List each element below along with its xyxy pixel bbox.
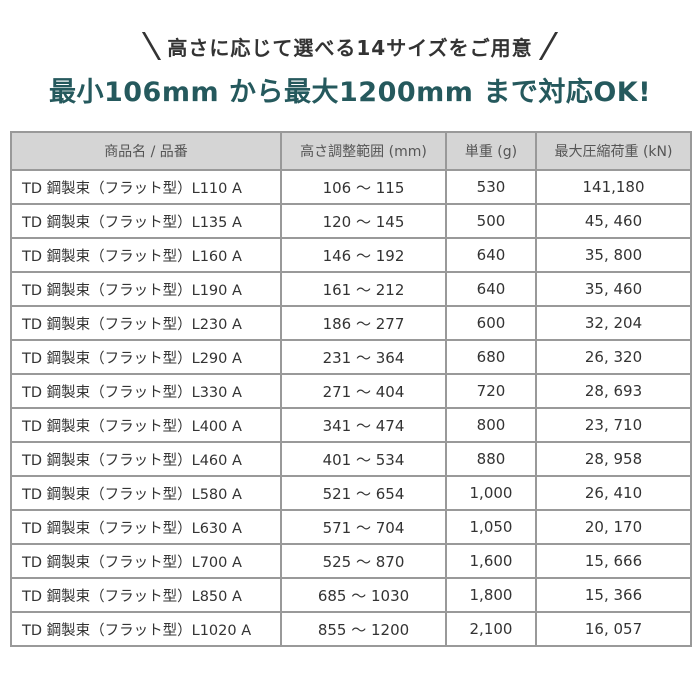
left-slash-decoration bbox=[142, 32, 162, 60]
cell-product-name: TD 鋼製束（フラット型）L400 A bbox=[10, 407, 282, 443]
table-row: TD 鋼製束（フラット型）L135 A 120 ～ 145 500 45, 460 bbox=[10, 203, 692, 239]
cell-height-range: 521 ～ 654 bbox=[280, 475, 447, 511]
cell-max-load: 26, 320 bbox=[535, 339, 692, 375]
cell-product-name: TD 鋼製束（フラット型）L580 A bbox=[10, 475, 282, 511]
table-row: TD 鋼製束（フラット型）L330 A 271 ～ 404 720 28, 693 bbox=[10, 373, 692, 409]
cell-unit-weight: 1,800 bbox=[445, 577, 537, 613]
cell-unit-weight: 500 bbox=[445, 203, 537, 239]
header-unit-weight: 単重 (g) bbox=[445, 131, 537, 171]
cell-height-range: 271 ～ 404 bbox=[280, 373, 447, 409]
cell-height-range: 855 ～ 1200 bbox=[280, 611, 447, 647]
cell-height-range: 120 ～ 145 bbox=[280, 203, 447, 239]
table-row: TD 鋼製束（フラット型）L190 A 161 ～ 212 640 35, 460 bbox=[10, 271, 692, 307]
cell-max-load: 16, 057 bbox=[535, 611, 692, 647]
cell-unit-weight: 640 bbox=[445, 271, 537, 307]
cell-product-name: TD 鋼製束（フラット型）L290 A bbox=[10, 339, 282, 375]
table-row: TD 鋼製束（フラット型）L160 A 146 ～ 192 640 35, 800 bbox=[10, 237, 692, 273]
cell-height-range: 186 ～ 277 bbox=[280, 305, 447, 341]
cell-max-load: 26, 410 bbox=[535, 475, 692, 511]
cell-unit-weight: 680 bbox=[445, 339, 537, 375]
cell-max-load: 141,180 bbox=[535, 169, 692, 205]
cell-height-range: 231 ～ 364 bbox=[280, 339, 447, 375]
cell-height-range: 685 ～ 1030 bbox=[280, 577, 447, 613]
cell-product-name: TD 鋼製束（フラット型）L330 A bbox=[10, 373, 282, 409]
header-product-name: 商品名 / 品番 bbox=[10, 131, 282, 171]
cell-product-name: TD 鋼製束（フラット型）L630 A bbox=[10, 509, 282, 545]
table-row: TD 鋼製束（フラット型）L1020 A 855 ～ 1200 2,100 16, 0… bbox=[10, 611, 692, 647]
cell-height-range: 571 ～ 704 bbox=[280, 509, 447, 545]
subtitle: 高さに応じて選べる14サイズをご用意 bbox=[167, 35, 533, 60]
cell-max-load: 15, 666 bbox=[535, 543, 692, 579]
table-row: TD 鋼製束（フラット型）L630 A 571 ～ 704 1,050 20, 170 bbox=[10, 509, 692, 545]
cell-product-name: TD 鋼製束（フラット型）L135 A bbox=[10, 203, 282, 239]
table-row: TD 鋼製束（フラット型）L580 A 521 ～ 654 1,000 26, 410 bbox=[10, 475, 692, 511]
cell-max-load: 35, 460 bbox=[535, 271, 692, 307]
cell-unit-weight: 530 bbox=[445, 169, 537, 205]
cell-height-range: 401 ～ 534 bbox=[280, 441, 447, 477]
cell-product-name: TD 鋼製束（フラット型）L850 A bbox=[10, 577, 282, 613]
cell-max-load: 35, 800 bbox=[535, 237, 692, 273]
header-height-range: 高さ調整範囲 (mm) bbox=[280, 131, 447, 171]
header-max-load: 最大圧縮荷重 (kN) bbox=[535, 131, 692, 171]
cell-height-range: 525 ～ 870 bbox=[280, 543, 447, 579]
table-row: TD 鋼製束（フラット型）L400 A 341 ～ 474 800 23, 710 bbox=[10, 407, 692, 443]
table-row: TD 鋼製束（フラット型）L290 A 231 ～ 364 680 26, 320 bbox=[10, 339, 692, 375]
table-body: TD 鋼製束（フラット型）L110 A 106 ～ 115 530 141,180 TD… bbox=[10, 169, 692, 647]
cell-max-load: 45, 460 bbox=[535, 203, 692, 239]
cell-product-name: TD 鋼製束（フラット型）L1020 A bbox=[10, 611, 282, 647]
cell-unit-weight: 1,050 bbox=[445, 509, 537, 545]
cell-unit-weight: 1,000 bbox=[445, 475, 537, 511]
cell-unit-weight: 640 bbox=[445, 237, 537, 273]
cell-max-load: 28, 693 bbox=[535, 373, 692, 409]
cell-max-load: 15, 366 bbox=[535, 577, 692, 613]
cell-max-load: 28, 958 bbox=[535, 441, 692, 477]
table-row: TD 鋼製束（フラット型）L700 A 525 ～ 870 1,600 15, 666 bbox=[10, 543, 692, 579]
cell-product-name: TD 鋼製束（フラット型）L160 A bbox=[10, 237, 282, 273]
table-row: TD 鋼製束（フラット型）L460 A 401 ～ 534 880 28, 958 bbox=[10, 441, 692, 477]
spec-table: 商品名 / 品番 高さ調整範囲 (mm) 単重 (g) 最大圧縮荷重 (kN) … bbox=[10, 131, 692, 647]
right-slash-decoration bbox=[538, 32, 558, 60]
cell-unit-weight: 720 bbox=[445, 373, 537, 409]
cell-height-range: 341 ～ 474 bbox=[280, 407, 447, 443]
cell-unit-weight: 2,100 bbox=[445, 611, 537, 647]
table-row: TD 鋼製束（フラット型）L230 A 186 ～ 277 600 32, 204 bbox=[10, 305, 692, 341]
cell-max-load: 32, 204 bbox=[535, 305, 692, 341]
cell-unit-weight: 880 bbox=[445, 441, 537, 477]
cell-height-range: 146 ～ 192 bbox=[280, 237, 447, 273]
cell-unit-weight: 1,600 bbox=[445, 543, 537, 579]
table-row: TD 鋼製束（フラット型）L110 A 106 ～ 115 530 141,180 bbox=[10, 169, 692, 205]
cell-max-load: 23, 710 bbox=[535, 407, 692, 443]
cell-product-name: TD 鋼製束（フラット型）L700 A bbox=[10, 543, 282, 579]
cell-unit-weight: 800 bbox=[445, 407, 537, 443]
table-row: TD 鋼製束（フラット型）L850 A 685 ～ 1030 1,800 15, 36… bbox=[10, 577, 692, 613]
cell-height-range: 161 ～ 212 bbox=[280, 271, 447, 307]
headline: 最小106mm から最大1200mm まで対応OK! bbox=[48, 77, 652, 108]
cell-product-name: TD 鋼製束（フラット型）L190 A bbox=[10, 271, 282, 307]
cell-product-name: TD 鋼製束（フラット型）L460 A bbox=[10, 441, 282, 477]
table-header-row: 商品名 / 品番 高さ調整範囲 (mm) 単重 (g) 最大圧縮荷重 (kN) bbox=[10, 131, 692, 171]
cell-product-name: TD 鋼製束（フラット型）L230 A bbox=[10, 305, 282, 341]
cell-unit-weight: 600 bbox=[445, 305, 537, 341]
subtitle-row: 高さに応じて選べる14サイズをご用意 bbox=[0, 26, 700, 66]
cell-max-load: 20, 170 bbox=[535, 509, 692, 545]
cell-product-name: TD 鋼製束（フラット型）L110 A bbox=[10, 169, 282, 205]
cell-height-range: 106 ～ 115 bbox=[280, 169, 447, 205]
